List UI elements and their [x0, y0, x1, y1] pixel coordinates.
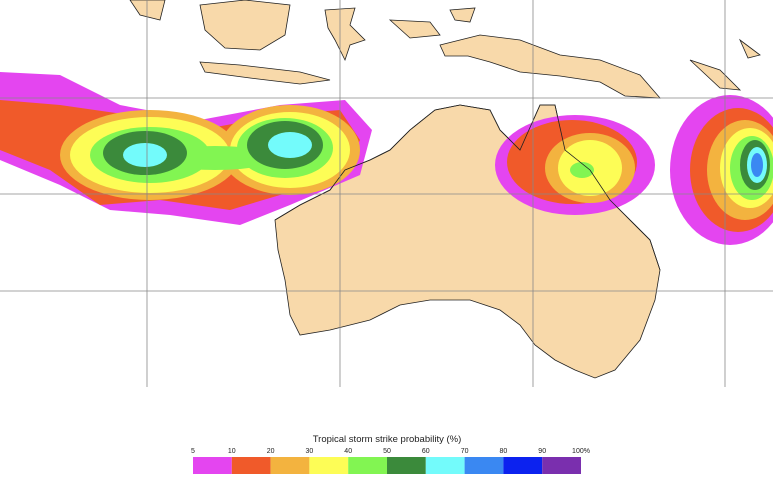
legend-swatch	[231, 457, 271, 474]
legend-label: 10	[228, 448, 236, 455]
land	[324, 7, 366, 62]
coastline	[274, 104, 661, 271]
legend-label: 80	[500, 448, 508, 455]
legend-title: Tropical storm strike probability (%)	[313, 434, 462, 445]
legend-swatch	[348, 457, 387, 474]
legend-label: 90	[538, 448, 546, 455]
legend-swatch	[503, 457, 543, 474]
legend-label: 5	[191, 448, 195, 455]
legend-label: 30	[306, 448, 314, 455]
land	[129, 0, 166, 21]
legend-label: 50	[383, 448, 391, 455]
legend-swatch	[425, 457, 465, 474]
graticule	[0, 0, 773, 387]
land	[199, 0, 291, 51]
legend-swatch	[542, 457, 581, 474]
storm-probability-middle	[495, 115, 655, 215]
legend-swatch	[464, 457, 504, 474]
land	[388, 7, 761, 91]
legend: Tropical storm strike probability (%) 5 1…	[191, 434, 590, 474]
legend-label: 40	[344, 448, 352, 455]
legend-label: 20	[267, 448, 275, 455]
legend-label: 60	[422, 448, 430, 455]
legend-swatch	[387, 457, 426, 474]
legend-swatch	[193, 457, 232, 474]
land	[199, 61, 331, 85]
legend-label: 100%	[572, 448, 590, 455]
storm-probability-left	[0, 72, 372, 225]
legend-swatch	[270, 457, 310, 474]
land	[439, 34, 661, 99]
storm-probability-right	[670, 95, 773, 245]
legend-swatch	[309, 457, 349, 474]
map-area	[0, 0, 773, 387]
legend-label: 70	[461, 448, 469, 455]
